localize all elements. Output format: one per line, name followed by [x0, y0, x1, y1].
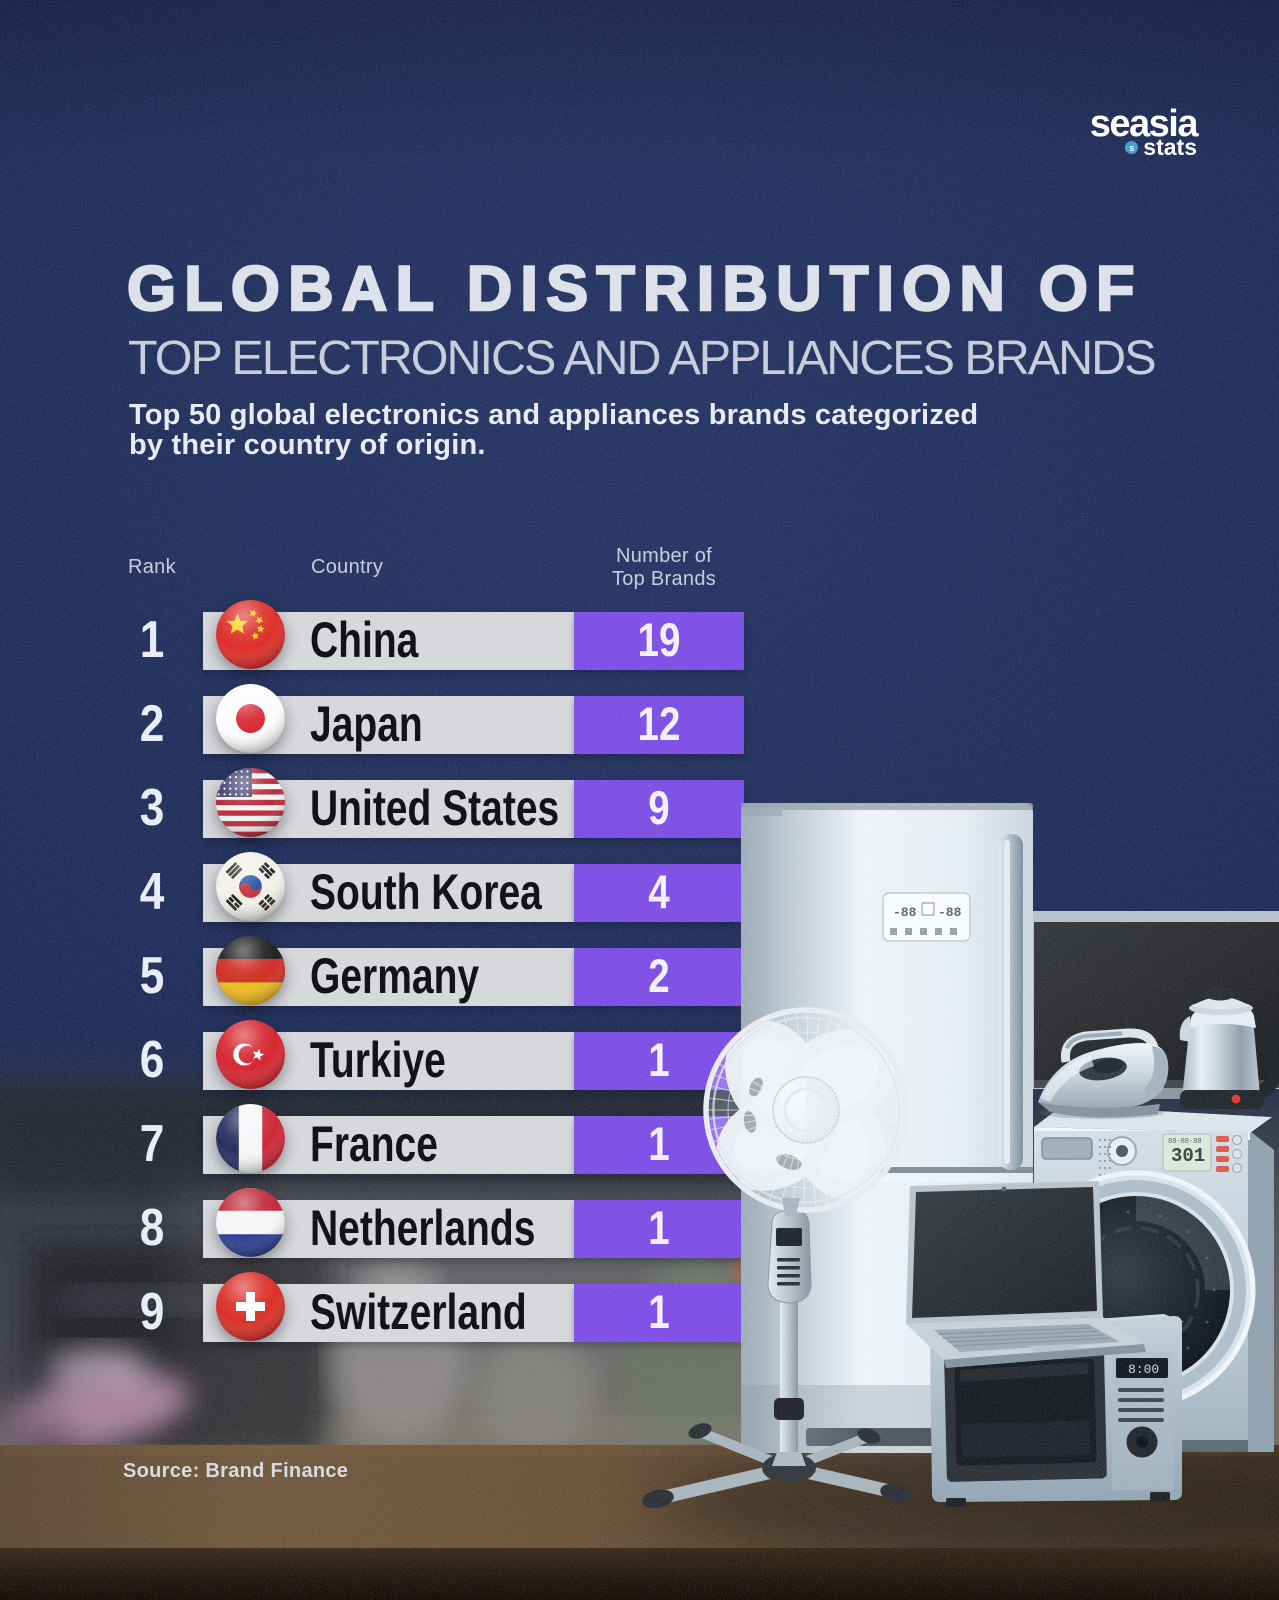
svg-text:-88: -88: [938, 905, 962, 920]
svg-text:-88: -88: [893, 905, 917, 920]
svg-text:301: 301: [1171, 1145, 1205, 1167]
svg-text:88-88-88: 88-88-88: [1168, 1138, 1202, 1146]
svg-text:8:00: 8:00: [1128, 1362, 1159, 1377]
